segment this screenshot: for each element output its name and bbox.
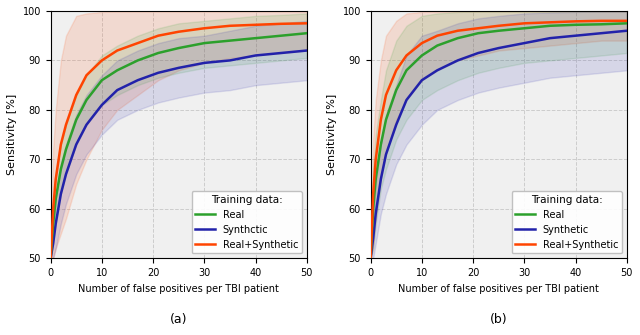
Text: (b): (b): [490, 313, 508, 326]
Text: (a): (a): [170, 313, 188, 326]
Y-axis label: Sensitivity [%]: Sensitivity [%]: [327, 94, 337, 175]
Y-axis label: Sensitivity [%]: Sensitivity [%]: [7, 94, 17, 175]
Legend: Real, Synthetic, Real+Synthetic: Real, Synthetic, Real+Synthetic: [511, 191, 622, 254]
X-axis label: Number of false positives per TBI patient: Number of false positives per TBI patien…: [398, 284, 599, 293]
X-axis label: Number of false positives per TBI patient: Number of false positives per TBI patien…: [78, 284, 279, 293]
Legend: Real, Synthctic, Real+Synthetic: Real, Synthctic, Real+Synthetic: [191, 191, 302, 254]
